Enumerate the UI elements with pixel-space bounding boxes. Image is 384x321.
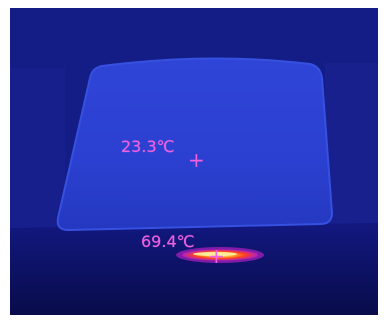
hotspot-crosshair-icon: + (208, 244, 225, 268)
background-right-region (325, 63, 378, 233)
panel-crosshair-icon: + (188, 148, 205, 172)
warm-panel (56, 57, 334, 232)
hotspot-temperature-readout: 69.4℃ (141, 232, 195, 251)
table-surface (10, 223, 378, 315)
thermal-scene (10, 8, 378, 315)
panel-temperature-readout: 23.3℃ (121, 137, 175, 156)
hotspot (176, 247, 264, 263)
thermal-image: 23.3℃ + 69.4℃ + (10, 8, 378, 315)
background-left-region (10, 68, 65, 238)
